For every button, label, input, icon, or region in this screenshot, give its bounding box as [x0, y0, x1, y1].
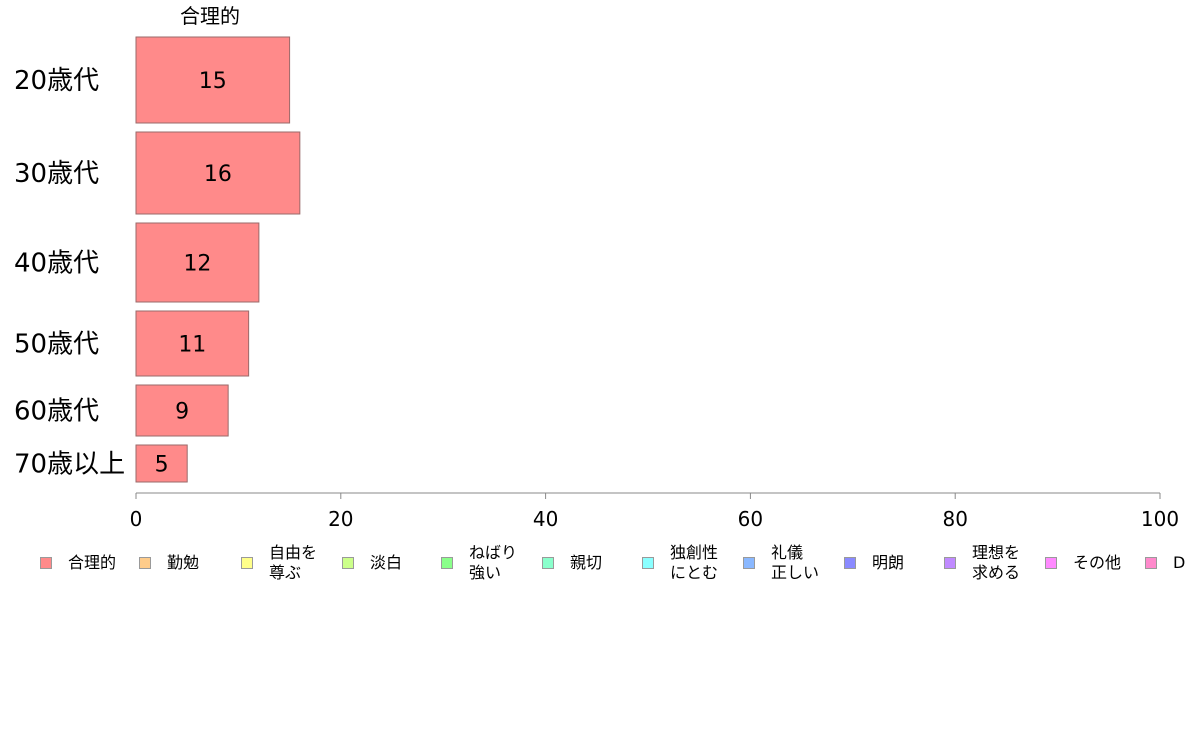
- bar: [135, 310, 250, 377]
- legend-item: 礼儀 正しい: [743, 543, 819, 583]
- legend-item: 明朗: [844, 553, 904, 573]
- legend-item: 勤勉: [139, 553, 199, 573]
- data-label: 11: [178, 333, 206, 358]
- legend-swatch: [342, 557, 354, 569]
- legend-item: 自由を 尊ぶ: [241, 543, 317, 583]
- data-label: 16: [204, 162, 232, 187]
- legend-label: 明朗: [872, 553, 905, 572]
- legend-label: 親切: [570, 553, 603, 572]
- legend-label: 自由を 尊ぶ: [269, 543, 318, 582]
- legend-swatch: [743, 557, 755, 569]
- bar: [135, 444, 188, 483]
- data-label: 12: [183, 252, 211, 277]
- legend-label: 独創性 にとむ: [670, 543, 719, 582]
- legend-swatch: [542, 557, 554, 569]
- legend-item: ねばり 強い: [441, 543, 517, 583]
- legend-swatch: [441, 557, 453, 569]
- bar: [135, 36, 291, 124]
- legend-swatch: [139, 557, 151, 569]
- x-tick-label: 60: [738, 507, 763, 531]
- category-label: 20歳代: [14, 66, 99, 96]
- x-tick-label: 80: [942, 507, 967, 531]
- legend-label: D: [1173, 553, 1186, 572]
- category-label: 30歳代: [14, 159, 99, 189]
- series-title: 合理的: [180, 4, 240, 28]
- category-label: 60歳代: [14, 397, 99, 427]
- data-label: 9: [175, 400, 189, 425]
- bar: [135, 131, 301, 215]
- category-label: 70歳以上: [14, 450, 125, 480]
- legend-item: 独創性 にとむ: [642, 543, 718, 583]
- legend-item: その他: [1045, 553, 1121, 573]
- x-tick-label: 100: [1141, 507, 1179, 531]
- legend-swatch: [1145, 557, 1157, 569]
- legend-label: その他: [1073, 553, 1122, 572]
- legend-swatch: [1045, 557, 1057, 569]
- legend-swatch: [944, 557, 956, 569]
- legend-label: 淡白: [370, 553, 403, 572]
- x-tick-label: 0: [130, 507, 143, 531]
- x-tick-label: 40: [533, 507, 558, 531]
- category-label: 40歳代: [14, 249, 99, 279]
- legend-label: 合理的: [68, 553, 117, 572]
- legend-label: 理想を 求める: [972, 543, 1021, 582]
- category-label: 50歳代: [14, 330, 99, 360]
- legend-item: D: [1145, 553, 1185, 573]
- data-label: 5: [155, 453, 169, 478]
- legend-item: 合理的: [40, 553, 116, 573]
- legend-item: 淡白: [342, 553, 402, 573]
- legend-swatch: [844, 557, 856, 569]
- bar: [135, 384, 229, 437]
- legend-label: 礼儀 正しい: [771, 543, 820, 582]
- bar: [135, 222, 260, 303]
- legend-label: ねばり 強い: [469, 543, 518, 582]
- legend-swatch: [241, 557, 253, 569]
- data-label: 15: [199, 69, 227, 94]
- legend-item: 親切: [542, 553, 602, 573]
- legend-swatch: [642, 557, 654, 569]
- x-tick-label: 20: [328, 507, 353, 531]
- legend-label: 勤勉: [167, 553, 200, 572]
- legend-swatch: [40, 557, 52, 569]
- legend-item: 理想を 求める: [944, 543, 1020, 583]
- legend: 合理的 勤勉 自由を 尊ぶ 淡白 ねばり 強い 親切 独創性 にとむ 礼儀 正しい 明朗 理想を …: [0, 540, 1188, 600]
